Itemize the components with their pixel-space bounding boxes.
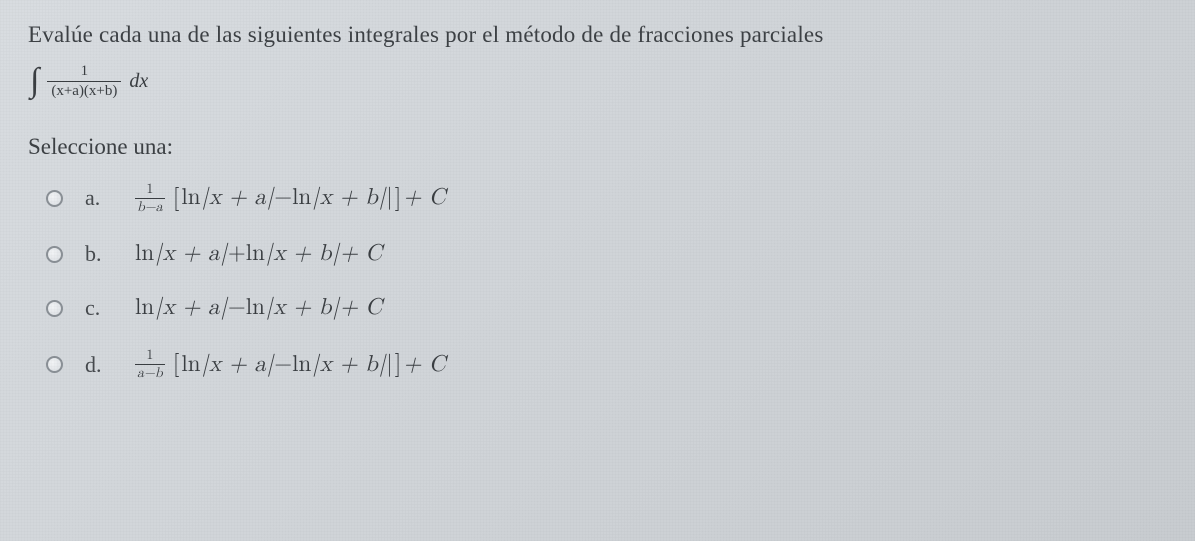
integrand-denominator: (x+a)(x+b) bbox=[47, 81, 121, 100]
radio-icon[interactable] bbox=[46, 246, 63, 263]
radio-icon[interactable] bbox=[46, 190, 63, 207]
option-math: ln x + a + ln x + b + C bbox=[135, 240, 382, 268]
options-group: a. 1 b−a [ ln x + a − ln x + b| ] + C b.… bbox=[28, 182, 1167, 381]
abs-2: x + b bbox=[265, 240, 340, 268]
abs-1: x + a bbox=[201, 184, 275, 212]
bracket-open: [ bbox=[171, 184, 182, 213]
constant: + C bbox=[403, 351, 445, 379]
abs-1: x + a bbox=[201, 351, 275, 379]
coefficient-fraction: 1 a−b bbox=[135, 348, 165, 380]
frac-num: 1 bbox=[144, 348, 155, 364]
bracket-close: ] bbox=[393, 184, 404, 213]
constant: + C bbox=[403, 184, 445, 212]
operator: + bbox=[228, 240, 246, 268]
constant: + C bbox=[340, 240, 382, 268]
option-d[interactable]: d. 1 a−b [ ln x + a − ln x + b| ] + C bbox=[46, 348, 1167, 380]
operator: − bbox=[274, 184, 292, 212]
ln-2: ln bbox=[246, 294, 265, 322]
option-math: ln x + a − ln x + b + C bbox=[135, 294, 382, 322]
abs-1: x + a bbox=[154, 294, 228, 322]
option-math: 1 b−a [ ln x + a − ln x + b| ] + C bbox=[135, 182, 445, 214]
ln-1: ln bbox=[181, 184, 200, 212]
integrand-fraction: 1 (x+a)(x+b) bbox=[47, 63, 121, 99]
option-a[interactable]: a. 1 b−a [ ln x + a − ln x + b| ] + C bbox=[46, 182, 1167, 214]
integral-expression: ∫ 1 (x+a)(x+b) dx bbox=[30, 62, 1167, 100]
bracket-open: [ bbox=[171, 350, 182, 379]
coefficient-fraction: 1 b−a bbox=[135, 182, 165, 214]
radio-icon[interactable] bbox=[46, 300, 63, 317]
option-math: 1 a−b [ ln x + a − ln x + b| ] + C bbox=[135, 348, 445, 380]
abs-2: x + b bbox=[311, 351, 386, 379]
ln-1: ln bbox=[135, 240, 154, 268]
option-b[interactable]: b. ln x + a + ln x + b + C bbox=[46, 240, 1167, 268]
option-letter: c. bbox=[85, 295, 113, 321]
option-letter: d. bbox=[85, 352, 113, 378]
question-prompt: Evalúe cada una de las siguientes integr… bbox=[28, 22, 1167, 48]
bracket-close: ] bbox=[393, 350, 404, 379]
ln-2: ln bbox=[292, 184, 311, 212]
operator: − bbox=[274, 351, 292, 379]
operator: − bbox=[228, 294, 246, 322]
ln-1: ln bbox=[135, 294, 154, 322]
ln-1: ln bbox=[181, 351, 200, 379]
abs-2: x + b bbox=[311, 184, 386, 212]
select-one-label: Seleccione una: bbox=[28, 134, 1167, 160]
option-letter: a. bbox=[85, 185, 113, 211]
option-letter: b. bbox=[85, 241, 113, 267]
differential: dx bbox=[129, 70, 148, 93]
frac-den: a−b bbox=[135, 364, 165, 381]
option-c[interactable]: c. ln x + a − ln x + b + C bbox=[46, 294, 1167, 322]
integrand-numerator: 1 bbox=[77, 63, 93, 81]
ln-2: ln bbox=[292, 351, 311, 379]
frac-den: b−a bbox=[135, 198, 165, 215]
abs-2: x + b bbox=[265, 294, 340, 322]
abs-1: x + a bbox=[154, 240, 228, 268]
radio-icon[interactable] bbox=[46, 356, 63, 373]
integral-sign-icon: ∫ bbox=[30, 62, 39, 100]
constant: + C bbox=[340, 294, 382, 322]
frac-num: 1 bbox=[144, 182, 155, 198]
ln-2: ln bbox=[246, 240, 265, 268]
